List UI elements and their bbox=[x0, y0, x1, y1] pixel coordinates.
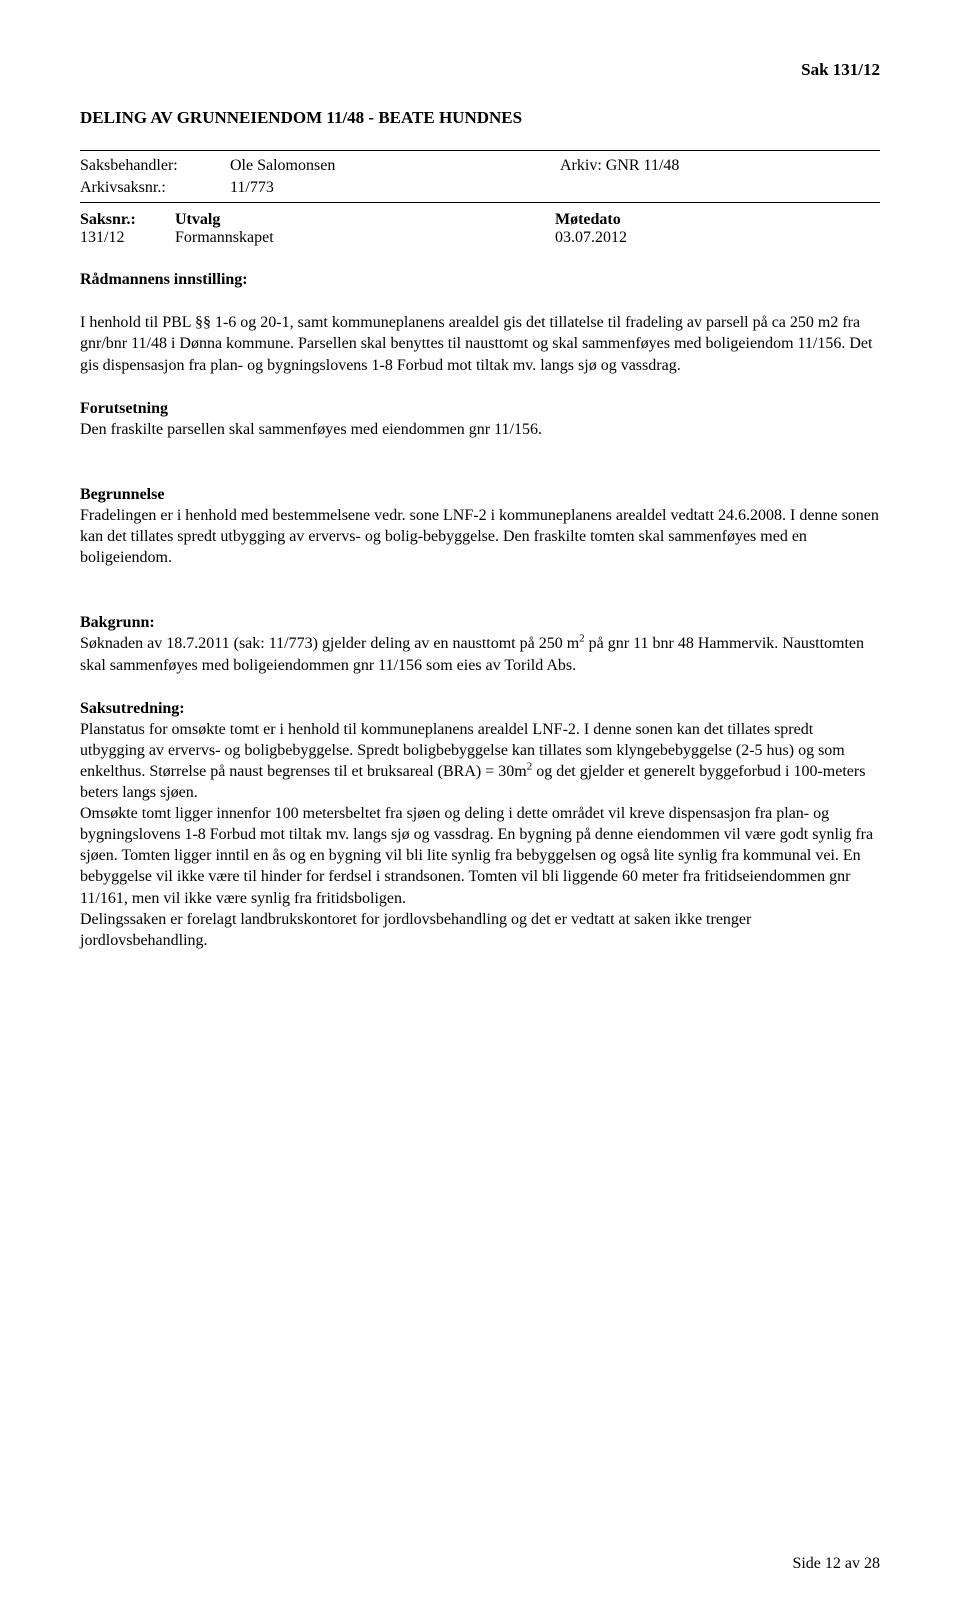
bakgrunn-paragraph: Søknaden av 18.7.2011 (sak: 11/773) gjel… bbox=[80, 633, 880, 675]
radmannens-paragraph: I henhold til PBL §§ 1-6 og 20-1, samt k… bbox=[80, 312, 880, 375]
utvalg-header-row: Saksnr.: Utvalg Møtedato bbox=[80, 211, 880, 229]
section-forutsetning: Forutsetning Den fraskilte parsellen ska… bbox=[80, 398, 880, 440]
utvalg-saksnr: 131/12 bbox=[80, 229, 175, 247]
meta-row-saksbehandler: Saksbehandler: Ole Salomonsen Arkiv: GNR… bbox=[80, 155, 880, 177]
radmannens-heading: Rådmannens innstilling: bbox=[80, 269, 880, 290]
document-page: Sak 131/12 DELING AV GRUNNEIENDOM 11/48 … bbox=[0, 0, 960, 1613]
section-bakgrunn: Bakgrunn: Søknaden av 18.7.2011 (sak: 11… bbox=[80, 612, 880, 675]
arkiv-label: Arkiv: GNR 11/48 bbox=[560, 155, 679, 177]
utvalg-header-utvalg: Utvalg bbox=[175, 211, 555, 229]
spacer bbox=[80, 462, 880, 484]
saksbehandler-value: Ole Salomonsen bbox=[230, 155, 880, 177]
saksutredning-heading: Saksutredning: bbox=[80, 698, 880, 719]
begrunnelse-heading: Begrunnelse bbox=[80, 484, 880, 505]
meta-row-arkivsaksnr: Arkivsaksnr.: 11/773 bbox=[80, 177, 880, 199]
arkivsaksnr-label: Arkivsaksnr.: bbox=[80, 177, 230, 199]
utvalg-table: Saksnr.: Utvalg Møtedato 131/12 Formanns… bbox=[80, 211, 880, 247]
section-radmannens: Rådmannens innstilling: I henhold til PB… bbox=[80, 269, 880, 375]
utvalg-header-motedato: Møtedato bbox=[555, 211, 755, 229]
document-title: DELING AV GRUNNEIENDOM 11/48 - BEATE HUN… bbox=[80, 108, 880, 128]
saksbehandler-label: Saksbehandler: bbox=[80, 155, 230, 177]
divider-bottom bbox=[80, 202, 880, 203]
saksutredning-paragraph-2: Omsøkte tomt ligger innenfor 100 metersb… bbox=[80, 803, 880, 909]
sak-reference: Sak 131/12 bbox=[80, 60, 880, 80]
utvalg-name: Formannskapet bbox=[175, 229, 555, 247]
forutsetning-paragraph: Den fraskilte parsellen skal sammenføyes… bbox=[80, 419, 880, 440]
spacer bbox=[80, 290, 880, 312]
saksutredning-paragraph-3: Delingssaken er forelagt landbrukskontor… bbox=[80, 909, 880, 951]
utvalg-header-saksnr: Saksnr.: bbox=[80, 211, 175, 229]
utvalg-date: 03.07.2012 bbox=[555, 229, 755, 247]
utvalg-data-row: 131/12 Formannskapet 03.07.2012 bbox=[80, 229, 880, 247]
section-saksutredning: Saksutredning: Planstatus for omsøkte to… bbox=[80, 698, 880, 951]
spacer bbox=[80, 590, 880, 612]
arkivsaksnr-value: 11/773 bbox=[230, 177, 880, 199]
bakgrunn-heading: Bakgrunn: bbox=[80, 612, 880, 633]
bakgrunn-text-a: Søknaden av 18.7.2011 (sak: 11/773) gjel… bbox=[80, 635, 579, 652]
section-begrunnelse: Begrunnelse Fradelingen er i henhold med… bbox=[80, 484, 880, 568]
saksutredning-paragraph-1: Planstatus for omsøkte tomt er i henhold… bbox=[80, 719, 880, 803]
forutsetning-heading: Forutsetning bbox=[80, 398, 880, 419]
meta-table: Saksbehandler: Ole Salomonsen Arkiv: GNR… bbox=[80, 151, 880, 202]
page-footer: Side 12 av 28 bbox=[792, 1555, 880, 1573]
begrunnelse-paragraph: Fradelingen er i henhold med bestemmelse… bbox=[80, 505, 880, 568]
